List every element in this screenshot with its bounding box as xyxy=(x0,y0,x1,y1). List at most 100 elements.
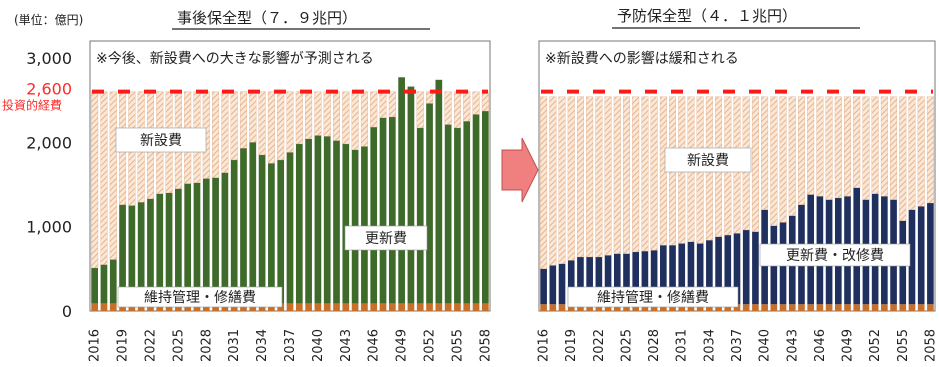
bar-new xyxy=(613,96,621,254)
series-label-renewal: 更新費 xyxy=(365,231,407,247)
bar-renewal xyxy=(558,263,566,305)
bar-maintenance xyxy=(871,304,879,311)
x-tick-label: 2016 xyxy=(537,329,552,362)
bar-maintenance xyxy=(361,303,368,311)
bar-new xyxy=(862,96,870,200)
series-label-new: 新設費 xyxy=(687,153,729,169)
bar-new xyxy=(370,91,378,128)
x-tick-label: 2043 xyxy=(785,329,800,362)
x-tick-label: 2019 xyxy=(564,329,579,362)
bar-renewal xyxy=(184,183,192,304)
bar-maintenance xyxy=(834,304,842,311)
bar-new xyxy=(586,96,594,258)
bar-renewal xyxy=(660,245,667,305)
bar-renewal xyxy=(669,245,676,305)
bar-maintenance xyxy=(604,304,612,311)
bar-maintenance xyxy=(577,304,584,311)
bar-renewal xyxy=(361,146,368,304)
bar-new xyxy=(342,91,350,145)
series-label-new-box xyxy=(664,147,752,173)
bar-new xyxy=(917,96,925,207)
bar-new xyxy=(816,96,824,197)
bar-renewal xyxy=(305,138,312,304)
bar-maintenance xyxy=(351,303,359,311)
bar-maintenance xyxy=(472,303,480,311)
bar-renewal xyxy=(463,121,471,304)
bar-maintenance xyxy=(807,304,814,311)
bar-new xyxy=(558,96,566,264)
series-label-maintenance-box xyxy=(117,286,283,308)
bar-renewal xyxy=(212,177,219,304)
bar-maintenance xyxy=(669,304,676,311)
x-tick-label: 2034 xyxy=(255,329,270,362)
bar-maintenance xyxy=(613,304,621,311)
bar-new xyxy=(797,96,805,205)
bar-new xyxy=(388,91,396,118)
bar-new xyxy=(844,96,851,197)
bar-new xyxy=(751,96,759,232)
bar-renewal xyxy=(604,255,612,305)
bar-maintenance xyxy=(567,304,575,311)
bar-maintenance xyxy=(696,304,704,311)
x-tick-label: 2016 xyxy=(88,329,103,362)
bar-renewal xyxy=(632,251,640,305)
bar-maintenance xyxy=(342,303,350,311)
bar-new xyxy=(463,91,471,122)
bar-renewal xyxy=(426,103,433,304)
bar-renewal xyxy=(175,188,182,304)
bar-maintenance xyxy=(286,303,294,311)
bar-renewal xyxy=(696,243,704,305)
x-tick-label: 2058 xyxy=(923,329,938,362)
bar-new xyxy=(314,91,322,136)
bar-new xyxy=(444,91,452,125)
bar-maintenance xyxy=(333,303,340,311)
bar-maintenance xyxy=(323,303,331,311)
bar-new xyxy=(871,96,879,194)
bar-renewal xyxy=(100,264,108,304)
bar-renewal xyxy=(128,205,136,304)
y-tick-label: 3,000 xyxy=(26,49,72,68)
x-tick-label: 2052 xyxy=(423,329,438,362)
bar-maintenance xyxy=(444,303,452,311)
bar-renewal xyxy=(249,142,257,304)
bar-maintenance xyxy=(549,304,557,311)
bar-renewal xyxy=(165,192,173,304)
bar-maintenance xyxy=(853,304,861,311)
bar-renewal xyxy=(724,235,732,305)
bar-maintenance xyxy=(752,304,759,311)
bar-renewal xyxy=(156,193,164,304)
bar-maintenance xyxy=(407,303,415,311)
bar-maintenance xyxy=(798,304,805,311)
bar-new xyxy=(770,96,778,226)
bar-new xyxy=(286,91,294,153)
bar-renewal xyxy=(917,206,925,305)
bar-renewal xyxy=(540,268,547,305)
bar-new xyxy=(549,96,557,266)
series-label-renewal-box xyxy=(759,243,911,267)
bar-new xyxy=(604,96,612,256)
bar-new xyxy=(305,91,313,140)
bar-new xyxy=(788,96,796,216)
bar-renewal xyxy=(586,257,593,305)
y-tick-label: 0 xyxy=(62,302,72,321)
bar-new xyxy=(91,91,99,269)
bar-renewal xyxy=(650,250,658,305)
bar-renewal xyxy=(388,116,396,304)
bar-maintenance xyxy=(890,304,897,311)
bar-renewal xyxy=(482,111,489,304)
bar-new xyxy=(249,91,257,143)
bar-renewal xyxy=(687,241,695,305)
bar-renewal xyxy=(137,202,145,304)
bar-renewal xyxy=(549,265,557,305)
series-label-renewal-box xyxy=(344,225,428,251)
x-tick-label: 2025 xyxy=(171,329,186,362)
bar-renewal xyxy=(370,127,378,304)
bar-new xyxy=(650,96,658,251)
bar-maintenance xyxy=(844,304,851,311)
bar-new xyxy=(834,96,842,199)
bar-maintenance xyxy=(558,304,566,311)
bar-new xyxy=(360,91,368,147)
bar-maintenance xyxy=(540,304,547,311)
bar-new xyxy=(825,96,833,200)
transition-arrow-icon xyxy=(501,137,539,203)
